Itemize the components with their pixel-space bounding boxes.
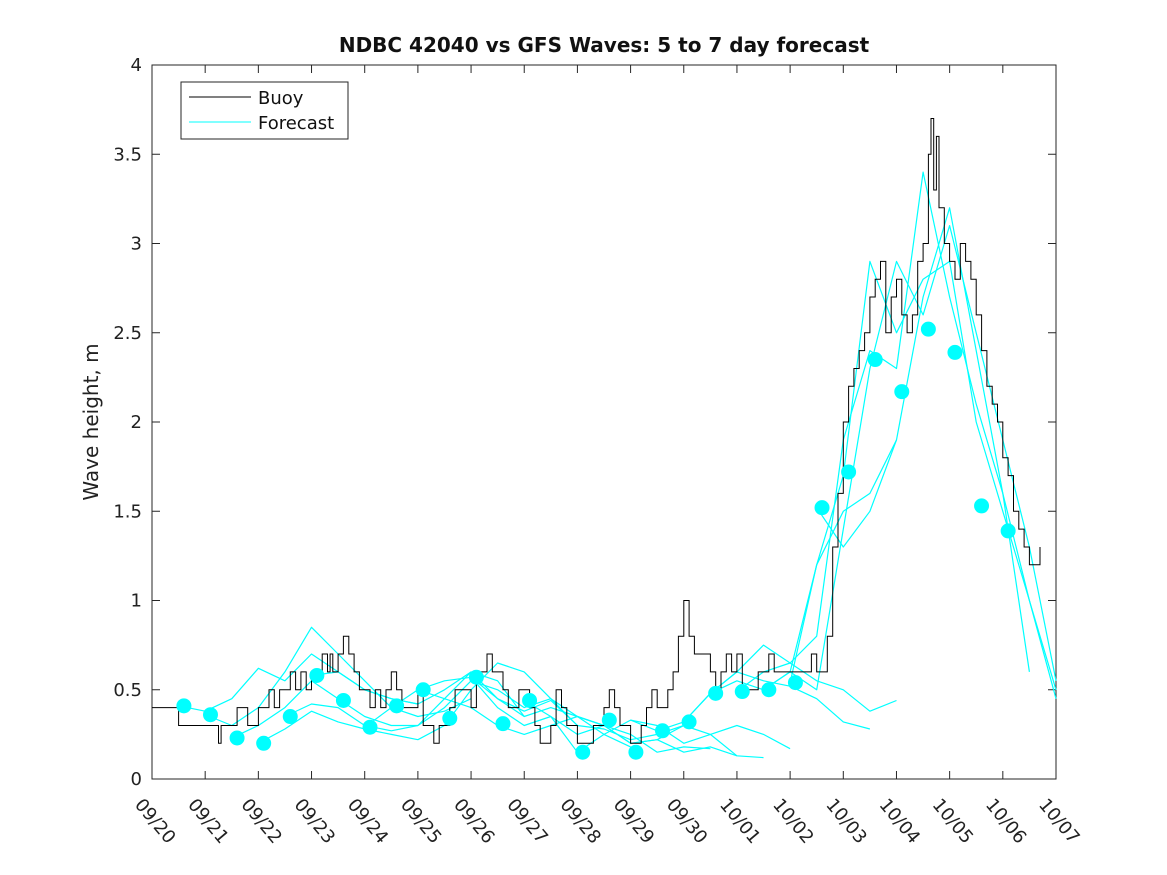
y-tick-label: 0.5 [113,680,142,701]
chart-title: NDBC 42040 vs GFS Waves: 5 to 7 day fore… [339,33,870,57]
plot-frame [151,64,1057,780]
y-tick-label: 1.5 [113,501,142,522]
forecast-line [816,439,898,548]
forecast-marker [708,685,724,701]
buoy-series [152,118,1041,744]
forecast-marker [867,352,883,368]
buoy-line [152,118,1041,744]
forecast-marker [575,744,591,760]
y-tick-label: 3 [131,234,142,255]
forecast-marker [654,723,670,739]
forecast-marker [202,707,218,723]
forecast-marker [841,464,857,480]
forecast-marker [947,344,963,360]
plot-area: 00.511.522.533.54 09/20 09/21 09/22 09/23 09… [113,55,1083,848]
forecast-marker [974,498,990,514]
y-tick-label: 0 [131,769,142,790]
forecast-marker [814,500,830,516]
forecast-marker [442,710,458,726]
y-tick-label: 2 [131,412,142,433]
forecast-marker [282,709,298,725]
forecast-marker [761,682,777,698]
forecast-marker [415,682,431,698]
forecast-marker [522,692,538,708]
y-tick-label: 3.5 [113,144,142,165]
forecast-line [630,671,871,732]
forecast-marker [389,698,405,714]
legend: Buoy Forecast [180,81,349,140]
forecast-markers [176,321,1016,760]
forecast-marker [920,321,936,337]
forecast-marker [787,675,803,691]
forecast-marker [362,719,378,735]
legend-buoy-label: Buoy [258,88,304,109]
forecast-marker [681,714,697,730]
forecast-marker [335,692,351,708]
forecast-marker [601,712,617,728]
forecast-marker [734,684,750,700]
legend-forecast-label: Forecast [258,113,334,134]
forecast-marker [495,716,511,732]
forecast-line [258,662,578,744]
y-axis: 0 0.5 1 1.5 2 2.5 3 3.5 4 [113,55,1056,790]
forecast-marker [229,730,245,746]
y-tick-label: 1 [131,591,142,612]
forecast-line [789,207,1030,683]
forecast-marker [1000,523,1016,539]
forecast-line [284,680,631,748]
forecast-marker [176,698,192,714]
y-tick-label: 2.5 [113,323,142,344]
forecast-line [470,676,764,759]
y-tick-label: 4 [131,55,142,76]
forecast-marker [256,735,272,751]
forecast-marker [309,667,325,683]
legend-box [180,81,349,140]
forecast-marker [894,384,910,400]
forecast-marker [628,744,644,760]
y-axis-label: Wave height, m [79,343,103,500]
forecast-marker [468,669,484,685]
